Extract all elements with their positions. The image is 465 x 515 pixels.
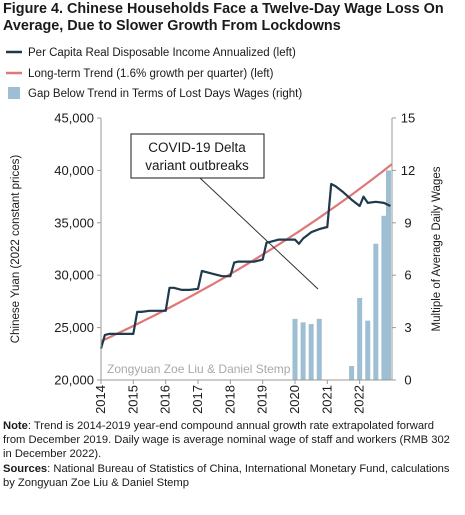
figure-title: Figure 4. Chinese Households Face a Twel…	[3, 1, 444, 34]
gap-bar	[381, 215, 387, 380]
annotation-box	[130, 133, 265, 179]
right-tick-label: 0	[404, 373, 411, 388]
gap-bar	[316, 318, 322, 380]
left-tick-label: 25,000	[54, 320, 94, 335]
legend-label-income: Per Capita Real Disposable Income Annual…	[28, 47, 296, 59]
left-tick-label: 40,000	[54, 163, 94, 178]
footnotes: Note: Trend is 2014-2019 year-end compou…	[3, 419, 459, 490]
left-axis-ticks: 20,000 25,000 30,000 35,000 40,000 45,000	[54, 111, 101, 388]
plot-lines	[99, 163, 393, 349]
x-tick-label: 2016	[158, 385, 173, 414]
x-tick-label: 2019	[255, 385, 270, 414]
gap-bar	[386, 170, 391, 380]
x-tick-label: 2021	[319, 385, 334, 414]
left-tick-label: 20,000	[54, 373, 94, 388]
left-tick-label: 35,000	[54, 215, 94, 230]
gap-bars	[292, 170, 391, 380]
watermark-credit: Zongyuan Zoe Liu & Daniel Stemp	[107, 362, 291, 376]
legend-label-gap: Gap Below Trend in Terms of Lost Days Wa…	[28, 88, 302, 100]
axes	[100, 118, 393, 381]
left-tick-label: 45,000	[54, 111, 94, 126]
right-tick-label: 15	[401, 111, 415, 126]
x-tick-label: 2018	[222, 385, 237, 414]
gap-bar	[349, 366, 355, 380]
x-tick-label: 2015	[125, 385, 140, 414]
chart: Per Capita Real Disposable Income Annual…	[6, 47, 443, 414]
left-tick-label: 30,000	[54, 268, 94, 283]
note-text: : Trend is 2014-2019 year-end compound a…	[3, 420, 450, 461]
trend-line	[100, 163, 393, 343]
right-axis-title: Multiple of Average Daily Wages	[431, 166, 443, 331]
right-tick-label: 12	[401, 163, 415, 178]
right-axis-ticks: 0 3 6 9 12 15	[392, 111, 415, 388]
gap-bar	[365, 320, 371, 380]
annotation-leader-line	[199, 177, 319, 290]
sources-label: Sources	[3, 462, 48, 475]
right-tick-label: 9	[404, 215, 411, 230]
x-tick-label: 2017	[190, 385, 205, 414]
legend: Per Capita Real Disposable Income Annual…	[6, 47, 302, 100]
gap-bar	[357, 297, 363, 380]
gap-bar	[373, 243, 379, 380]
x-axis-ticks: 2014 2015 2016 2017 2018 2019 2020 2021 2022	[93, 380, 367, 414]
right-tick-label: 3	[404, 320, 411, 335]
sources-paragraph: Sources: National Bureau of Statistics o…	[3, 462, 459, 490]
x-tick-label: 2014	[93, 385, 108, 414]
annotation-line-2: variant outbreaks	[145, 158, 249, 173]
gap-bar	[292, 318, 298, 380]
note-label: Note	[3, 420, 28, 432]
x-tick-label: 2022	[352, 385, 367, 414]
legend-swatch-gap	[8, 87, 20, 99]
covid-annotation: COVID-19 Delta variant outbreaks	[130, 133, 319, 290]
note-paragraph: Note: Trend is 2014-2019 year-end compou…	[3, 419, 459, 462]
gap-bar	[308, 324, 314, 380]
right-tick-label: 6	[404, 268, 411, 283]
sources-text: : National Bureau of Statistics of China…	[3, 462, 450, 489]
legend-label-trend: Long-term Trend (1.6% growth per quarter…	[28, 68, 274, 80]
gap-bar	[300, 322, 306, 380]
income-line	[99, 182, 391, 349]
annotation-line-1: COVID-19 Delta	[148, 140, 246, 155]
left-axis-title: Chinese Yuan (2022 constant prices)	[10, 155, 22, 344]
x-tick-label: 2020	[287, 385, 302, 414]
